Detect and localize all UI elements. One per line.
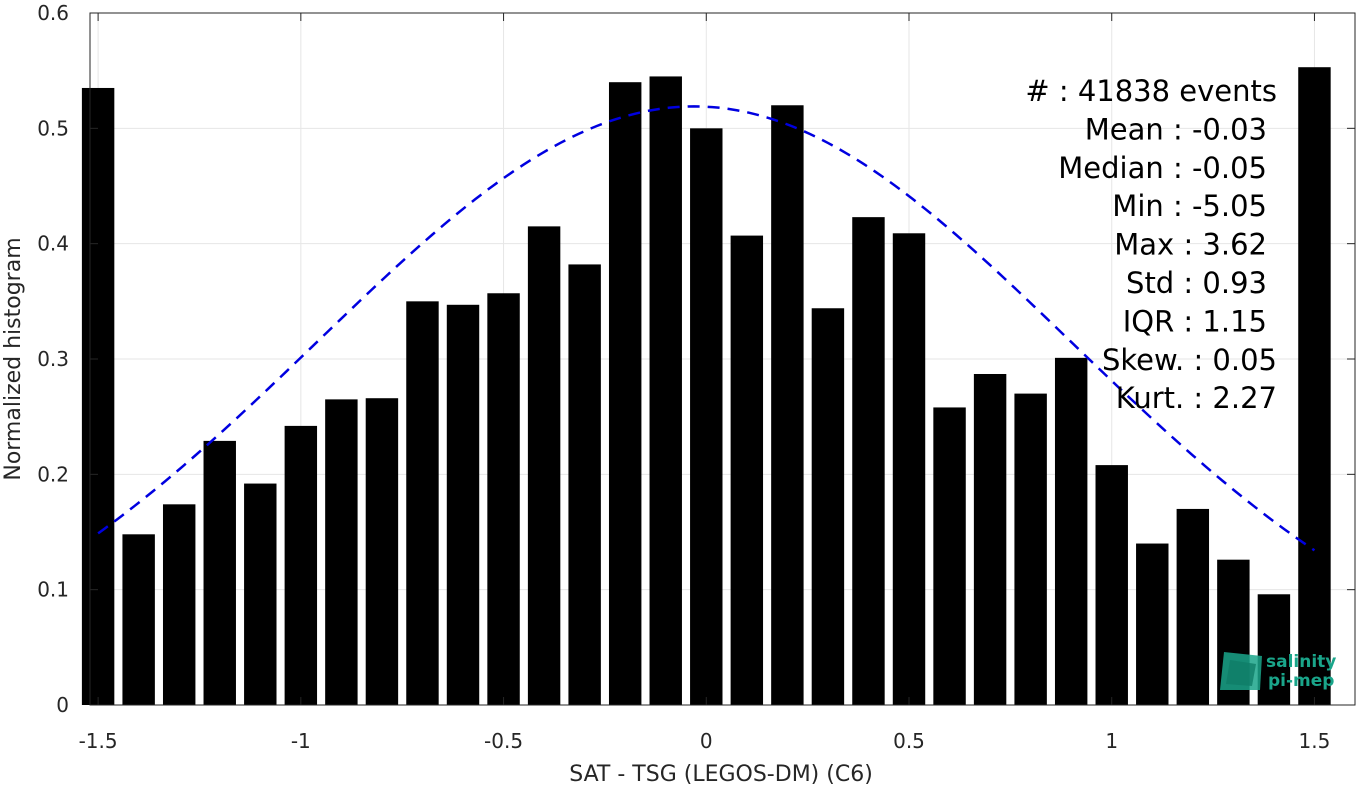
stat-line-7: Skew. : 0.05: [1102, 343, 1277, 377]
histogram-bar-8: [406, 301, 439, 705]
histogram-bar-23: [1014, 393, 1047, 705]
x-tick-label-6: 1.5: [1299, 729, 1331, 753]
histogram-bar-16: [730, 235, 764, 706]
histogram-bar-11: [527, 226, 561, 705]
statistics-annotations: # : 41838 events Mean : -0.03 Median : -0.…: [1025, 74, 1277, 415]
histogram-bar-10: [487, 293, 520, 705]
y-tick-label-1: 0.1: [37, 578, 69, 602]
histogram-bar-21: [933, 407, 966, 705]
histogram-bar-9: [446, 304, 480, 705]
stat-line-5: Std : 0.93: [1126, 266, 1267, 300]
x-tick-label-4: 0.5: [893, 729, 925, 753]
x-axis-ticks: -1.5 -1 -0.5 0 0.5 1 1.5: [79, 13, 1331, 753]
histogram-bar-13: [608, 82, 642, 705]
histogram-bar-2: [162, 504, 196, 705]
x-tick-label-1: -1: [291, 729, 311, 753]
histogram-bar-0: [81, 87, 115, 705]
histogram-bar-26: [1136, 543, 1169, 705]
stat-line-2: Median : -0.05: [1058, 151, 1267, 185]
histogram-bar-30: [1298, 67, 1331, 705]
y-tick-label-2: 0.2: [37, 462, 69, 486]
stat-line-1: Mean : -0.03: [1085, 112, 1267, 146]
histogram-bar-25: [1095, 465, 1128, 705]
x-tick-label-5: 1: [1105, 729, 1118, 753]
histogram-bar-24: [1054, 357, 1088, 705]
histogram-bar-29: [1257, 594, 1291, 705]
histogram-bar-19: [852, 217, 885, 705]
gaussian-fit-curve: [97, 105, 1316, 552]
y-axis-ticks: 0 0.1 0.2 0.3 0.4 0.5 0.6: [37, 1, 1355, 717]
stat-line-0: # : 41838 events: [1025, 74, 1277, 108]
y-tick-label-5: 0.5: [37, 116, 69, 140]
x-axis-label: SAT - TSG (LEGOS-DM) (C6): [569, 762, 873, 785]
x-tick-label-3: 0: [700, 729, 713, 753]
histogram-bars: [81, 67, 1331, 706]
stat-line-8: Kurt. : 2.27: [1116, 381, 1277, 415]
x-tick-label-2: -0.5: [484, 729, 523, 753]
y-tick-label-4: 0.4: [37, 232, 69, 256]
histogram-bar-6: [325, 399, 358, 705]
histogram-bar-22: [973, 373, 1007, 705]
y-tick-label-6: 0.6: [37, 1, 69, 25]
stat-line-4: Max : 3.62: [1114, 228, 1267, 262]
logo-text-line2: pi-mep: [1268, 671, 1334, 691]
histogram-bar-14: [649, 76, 682, 705]
histogram-bar-3: [203, 440, 236, 705]
histogram-bar-5: [284, 425, 318, 705]
histogram-bar-7: [365, 398, 399, 705]
salinity-pi-mep-logo: salinity pi-mep: [1220, 652, 1336, 691]
stat-line-6: IQR : 1.15: [1123, 304, 1267, 338]
y-tick-label-3: 0.3: [37, 347, 69, 371]
histogram-bar-20: [892, 233, 926, 705]
logo-text-line1: salinity: [1266, 652, 1336, 672]
histogram-bar-17: [771, 105, 804, 706]
y-axis-label: Normalized histogram: [1, 237, 26, 480]
stat-line-3: Min : -5.05: [1112, 189, 1267, 223]
histogram-bar-12: [568, 264, 601, 705]
histogram-bar-27: [1176, 508, 1210, 705]
histogram-bar-1: [122, 534, 155, 705]
histogram-bar-18: [811, 308, 845, 705]
histogram-bar-4: [244, 483, 277, 705]
logo-cube-shade: [1226, 660, 1256, 686]
x-tick-label-0: -1.5: [79, 729, 118, 753]
histogram-bar-15: [690, 128, 723, 706]
y-tick-label-0: 0: [56, 693, 69, 717]
